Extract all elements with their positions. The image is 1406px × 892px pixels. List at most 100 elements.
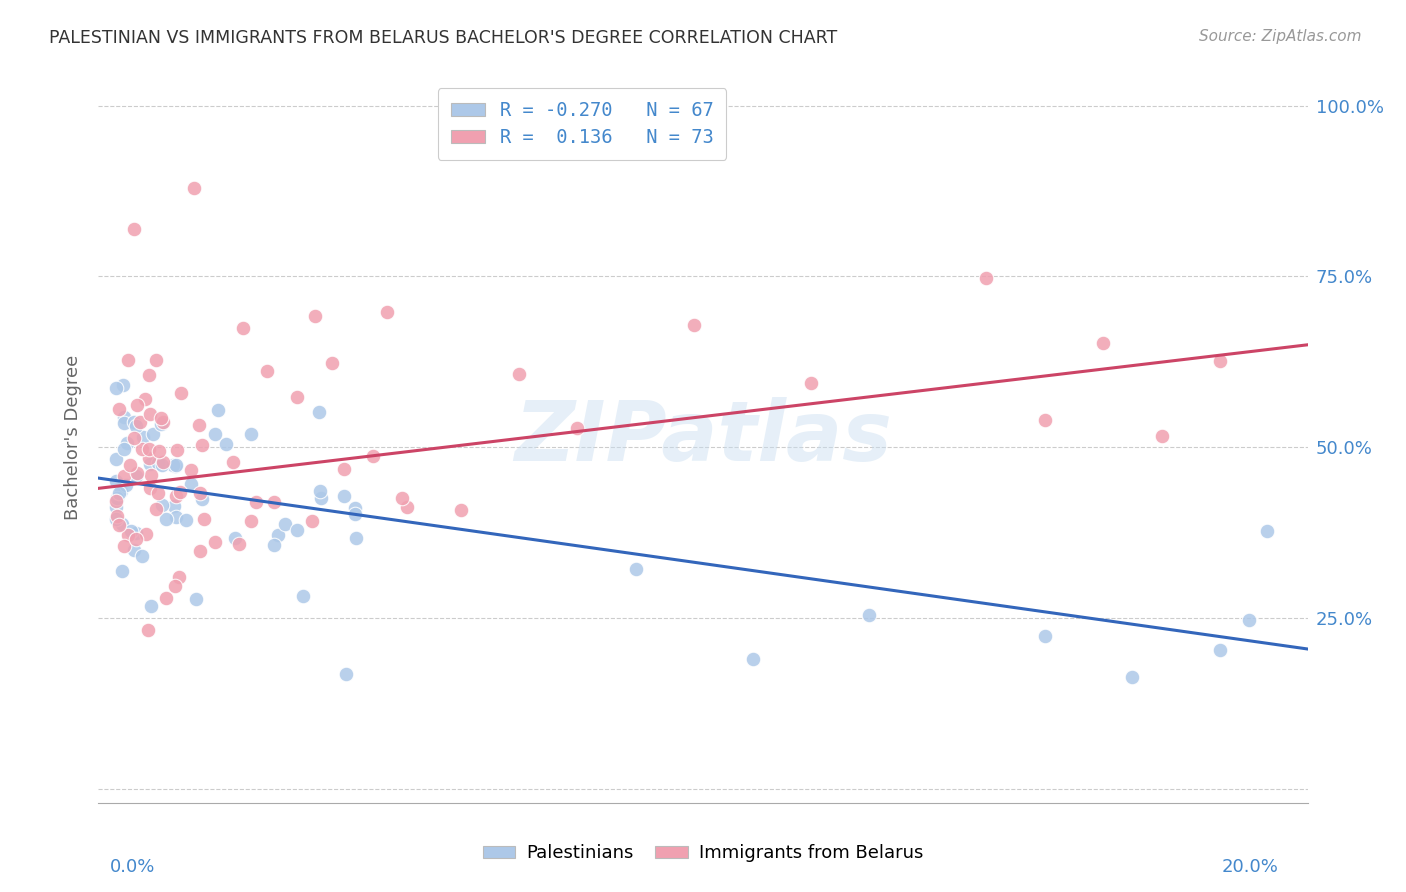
Legend: Palestinians, Immigrants from Belarus: Palestinians, Immigrants from Belarus: [475, 838, 931, 870]
Point: [256, 363, 278, 377]
Point: [104, 494, 127, 508]
Point: [132, 430, 155, 444]
Point: [191, 491, 214, 506]
Point: [291, 590, 314, 604]
Point: [139, 407, 162, 421]
Point: [162, 458, 184, 472]
Point: [138, 368, 160, 383]
Point: [228, 537, 250, 551]
Point: [332, 489, 354, 503]
Point: [146, 456, 169, 470]
Point: [142, 427, 165, 442]
Point: [122, 221, 145, 235]
Point: [169, 386, 191, 401]
Point: [115, 436, 138, 450]
Point: [104, 500, 127, 515]
Point: [1209, 354, 1232, 368]
Point: [112, 416, 135, 430]
Point: [163, 499, 186, 513]
Point: [165, 458, 187, 473]
Point: [163, 459, 186, 474]
Point: [108, 402, 131, 417]
Point: [131, 549, 153, 564]
Point: [344, 531, 367, 545]
Point: [207, 403, 229, 417]
Point: [124, 431, 146, 445]
Point: [166, 443, 188, 458]
Point: [104, 452, 127, 467]
Point: [165, 510, 187, 524]
Point: [1121, 670, 1143, 684]
Point: [128, 415, 150, 429]
Point: [145, 352, 167, 367]
Point: [150, 458, 173, 473]
Point: [127, 399, 149, 413]
Point: [321, 356, 343, 370]
Point: [301, 514, 323, 528]
Point: [125, 466, 148, 480]
Point: [304, 310, 326, 324]
Point: [858, 608, 880, 623]
Point: [139, 457, 162, 471]
Point: [1092, 336, 1115, 351]
Point: [344, 507, 367, 521]
Point: [332, 462, 354, 476]
Point: [224, 531, 246, 545]
Point: [105, 491, 128, 505]
Point: [309, 491, 332, 506]
Point: [138, 442, 160, 456]
Point: [567, 421, 589, 435]
Point: [274, 516, 297, 531]
Point: [136, 624, 159, 638]
Point: [169, 485, 191, 500]
Point: [215, 437, 238, 451]
Point: [107, 518, 129, 533]
Point: [800, 376, 823, 390]
Point: [124, 526, 146, 541]
Point: [396, 500, 419, 514]
Point: [204, 535, 226, 549]
Point: [112, 469, 135, 483]
Point: [120, 524, 142, 538]
Point: [180, 477, 202, 491]
Point: [180, 463, 202, 477]
Point: [139, 467, 162, 482]
Point: [285, 523, 308, 537]
Point: [125, 532, 148, 546]
Legend: R = -0.270   N = 67, R =  0.136   N = 73: R = -0.270 N = 67, R = 0.136 N = 73: [437, 88, 727, 160]
Point: [1256, 524, 1278, 539]
Point: [741, 652, 763, 666]
Point: [138, 451, 160, 466]
Point: [391, 491, 413, 505]
Point: [111, 517, 134, 532]
Point: [135, 526, 157, 541]
Point: [263, 538, 285, 552]
Y-axis label: Bachelor's Degree: Bachelor's Degree: [63, 354, 82, 520]
Point: [222, 454, 245, 468]
Point: [1209, 643, 1232, 657]
Point: [1033, 629, 1056, 643]
Point: [104, 511, 127, 525]
Point: [188, 417, 211, 432]
Point: [152, 416, 174, 430]
Point: [309, 483, 332, 498]
Point: [108, 486, 131, 500]
Point: [361, 449, 384, 463]
Point: [112, 442, 135, 456]
Point: [308, 405, 330, 419]
Point: [186, 592, 208, 607]
Point: [167, 570, 190, 584]
Point: [145, 502, 167, 516]
Point: [190, 486, 212, 500]
Point: [155, 591, 177, 605]
Point: [112, 409, 135, 424]
Point: [112, 539, 135, 553]
Point: [148, 444, 170, 458]
Point: [624, 562, 647, 576]
Point: [188, 544, 211, 558]
Point: [1237, 613, 1260, 627]
Point: [150, 498, 173, 512]
Text: 0.0%: 0.0%: [110, 858, 156, 876]
Point: [193, 511, 215, 525]
Point: [375, 305, 398, 319]
